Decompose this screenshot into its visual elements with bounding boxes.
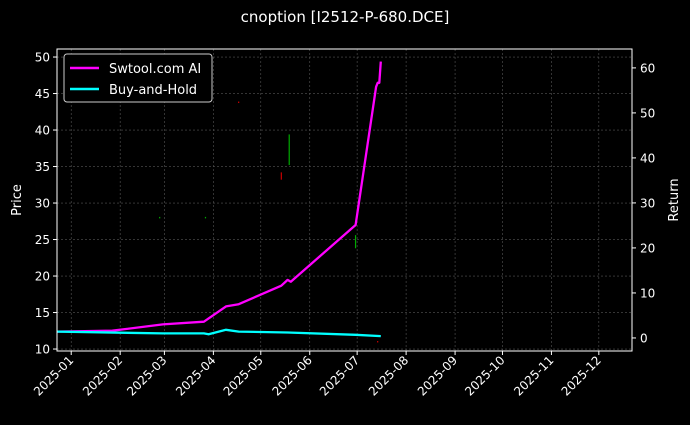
- y-axis-right-label: Return: [667, 178, 682, 221]
- x-tick-label: 2025-11: [511, 353, 556, 398]
- x-tick-label: 2025-12: [559, 353, 604, 398]
- x-tick-label: 2025-01: [31, 353, 76, 398]
- y-left-tick-label: 45: [35, 87, 50, 101]
- y-right-tick-label: 50: [640, 106, 655, 120]
- legend-box: [63, 53, 213, 103]
- x-tick-label: 2025-02: [80, 353, 125, 398]
- y-right-tick-label: 10: [640, 286, 655, 300]
- legend-label-strategy: Swtool.com AI: [109, 62, 201, 77]
- series-lines: [56, 61, 382, 338]
- series-line-strategy: [56, 61, 382, 333]
- candles: [159, 101, 379, 343]
- y-axis-left: 10 15 20 25 30 35 40 45 50: [35, 51, 57, 357]
- x-tick-label: 2025-09: [415, 353, 460, 398]
- y-left-tick-label: 40: [35, 124, 50, 138]
- y-left-tick-label: 25: [35, 233, 50, 247]
- y-left-tick-label: 10: [35, 343, 50, 357]
- x-tick-label: 2025-05: [221, 353, 266, 398]
- legend-label-buyhold: Buy-and-Hold: [109, 83, 197, 98]
- y-axis-left-label: Price: [10, 184, 25, 216]
- x-tick-label: 2025-07: [317, 353, 362, 398]
- y-right-tick-label: 30: [640, 196, 655, 210]
- y-right-tick-label: 40: [640, 151, 655, 165]
- y-left-tick-label: 30: [35, 197, 50, 211]
- plot-frame: [56, 48, 633, 352]
- y-left-tick-label: 20: [35, 270, 50, 284]
- x-tick-label: 2025-08: [366, 353, 411, 398]
- y-axis-right: 0 10 20 30 40 50 60: [632, 61, 655, 345]
- y-right-tick-label: 20: [640, 241, 655, 255]
- y-left-tick-label: 35: [35, 160, 50, 174]
- x-tick-label: 2025-04: [173, 353, 218, 398]
- y-right-tick-label: 0: [640, 331, 648, 345]
- y-left-tick-label: 50: [35, 51, 50, 65]
- chart-title: cnoption [I2512-P-680.DCE]: [241, 8, 450, 26]
- x-tick-label: 2025-06: [270, 353, 315, 398]
- x-tick-label: 2025-03: [124, 353, 169, 398]
- y-right-tick-label: 60: [640, 61, 655, 75]
- x-tick-label: 2025-10: [462, 353, 507, 398]
- series-line-buy-and-hold: [56, 328, 381, 338]
- y-left-tick-label: 15: [35, 306, 50, 320]
- legend: Swtool.com AI Buy-and-Hold: [63, 53, 213, 103]
